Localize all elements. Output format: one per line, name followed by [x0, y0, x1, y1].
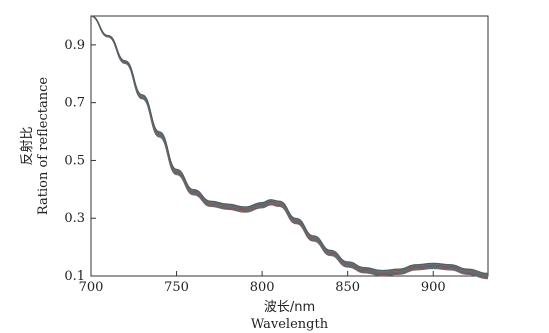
y-tick-label: 0.9 [64, 38, 85, 53]
spectrum-line [90, 15, 489, 277]
spectrum-line [90, 15, 489, 279]
spectrum-line [90, 15, 489, 279]
plot-frame [90, 15, 489, 277]
spectrum-line [90, 15, 489, 278]
spectrum-line [90, 15, 489, 275]
spectrum-line [90, 15, 489, 278]
spectrum-line [90, 15, 489, 279]
x-tick-label: 900 [421, 280, 446, 295]
spectrum-line [90, 15, 489, 276]
spectrum-line [90, 15, 489, 275]
spectrum-line [90, 15, 489, 279]
spectrum-line [90, 15, 489, 277]
spectrum-line [90, 15, 489, 279]
y-axis-label-en: Ration of reflectance [36, 77, 51, 216]
spectrum-line [90, 15, 489, 276]
spectrum-line [90, 15, 489, 278]
y-tick-label: 0.3 [64, 211, 85, 226]
spectrum-line [90, 15, 489, 275]
x-tick-label: 750 [164, 280, 189, 295]
spectrum-line [90, 15, 489, 277]
spectrum-line [90, 15, 489, 276]
x-tick-label: 850 [335, 280, 360, 295]
spectrum-line [90, 15, 489, 278]
x-axis-label-en: Wavelength [251, 317, 329, 332]
spectrum-line [90, 15, 489, 278]
spectrum-line [90, 15, 489, 277]
y-axis-label-cn: 反射比 [19, 126, 35, 165]
x-tick-label: 700 [79, 280, 104, 295]
y-tick-label: 0.5 [64, 153, 85, 168]
x-tick-label: 800 [250, 280, 275, 295]
x-axis: 700 750 800 850 900 [79, 271, 446, 295]
series-layer [90, 15, 489, 280]
spectrum-line [90, 15, 489, 280]
spectrum-line [90, 15, 489, 277]
spectrum-line [90, 15, 489, 276]
y-axis: 0.1 0.3 0.5 0.7 0.9 [64, 38, 96, 284]
spectrum-line [90, 15, 489, 278]
spectrum-line [90, 15, 489, 274]
y-tick-label: 0.7 [64, 96, 85, 111]
spectrum-line [90, 15, 489, 275]
x-axis-label-cn: 波长/nm [264, 300, 315, 315]
spectrum-line [90, 15, 489, 275]
spectrum-line [90, 15, 489, 276]
y-tick-label: 0.1 [64, 269, 85, 284]
